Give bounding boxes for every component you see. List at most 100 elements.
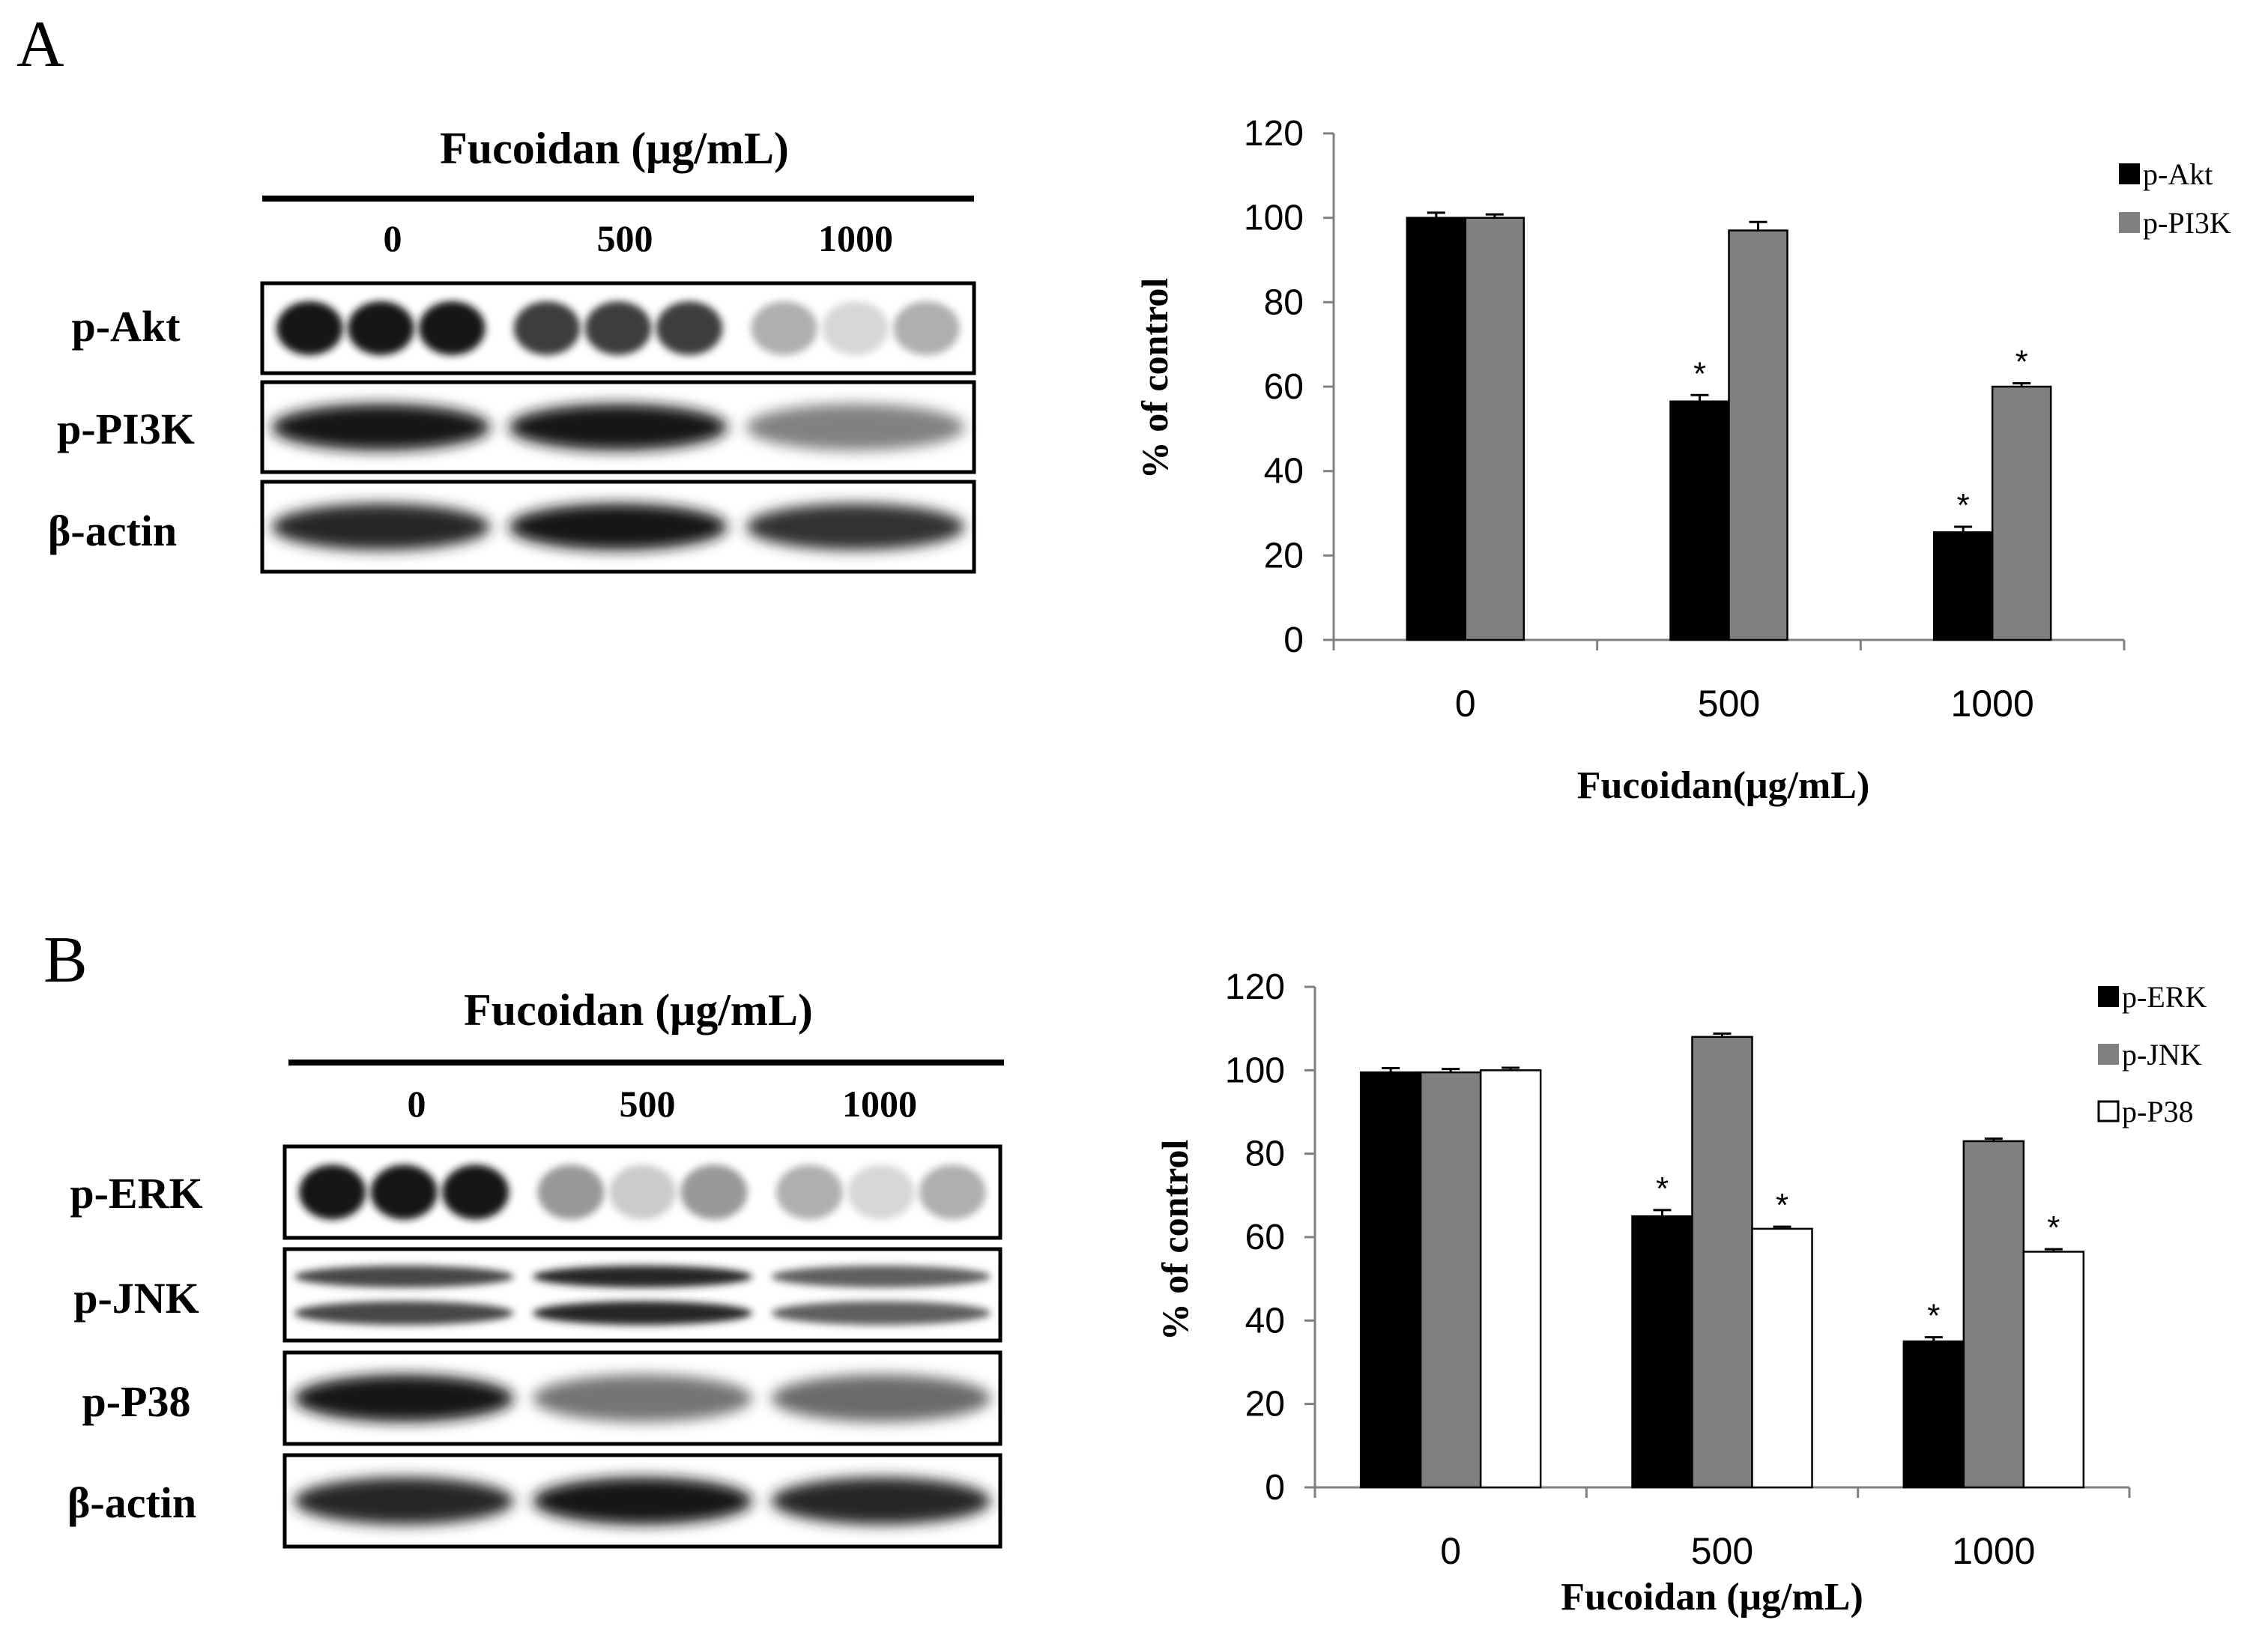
chart-b-xtick-label-1: 500	[1691, 1530, 1753, 1572]
chart-a-sig-1-2: *	[2016, 343, 2028, 380]
chart-b-bar-0-0	[1359, 1071, 1422, 1489]
chart-b-bar-1-1	[1691, 1036, 1753, 1489]
blot-b-band-2-2	[771, 1374, 991, 1422]
chart-b-sig-2-1: *	[1776, 1187, 1788, 1224]
blot-a-spot-0-0-0	[276, 301, 343, 355]
blot-a-spot-0-2-0	[751, 301, 817, 355]
chart-a-sig-0-2: *	[1957, 487, 1970, 524]
chart-b-ytick-label-0: 0	[1265, 1468, 1285, 1508]
chart-a-ytick-label-1: 20	[1264, 536, 1304, 575]
chart-b-sig-2-2: *	[2047, 1209, 2060, 1246]
blot-b-band-3-0	[294, 1477, 514, 1525]
blot-a-spot-0-0-1	[348, 301, 414, 355]
chart-b-ylabel: % of control	[1154, 1140, 1196, 1341]
blot-b-strip-border-2	[282, 1350, 1003, 1446]
blot-a-strip-border-0	[260, 281, 976, 375]
blot-b-band-2-1	[533, 1374, 752, 1422]
chart-a-xtick-label-1: 500	[1698, 683, 1760, 725]
blot-a-strip-border-2	[260, 480, 976, 574]
chart-a-bar-0-2	[1932, 531, 1994, 641]
blot-b-spot-0-0-2	[442, 1164, 509, 1220]
blot-b: Fucoidan (μg/mL) 0 500 1000 p-ERK p-JNK …	[67, 985, 1004, 1549]
blot-b-strip-border-3	[282, 1453, 1003, 1549]
blot-b-row-label-0: p-ERK	[70, 1169, 202, 1218]
blot-b-spot-0-1-0	[537, 1164, 605, 1220]
blot-b-lane-1: 500	[620, 1083, 676, 1125]
chart-a-bar-1-1	[1728, 229, 1788, 641]
blot-b-band-lower-1-1	[533, 1301, 752, 1326]
panel-a: A Fucoidan (μg/mL) 0 500 1000 p-Akt p-PI…	[16, 8, 2231, 807]
legend-b-label-0: p-ERK	[2122, 980, 2207, 1014]
blot-b-band-upper-1-0	[294, 1265, 514, 1288]
blot-b-spot-0-2-0	[775, 1164, 843, 1220]
chart-b-xtick-label-0: 0	[1440, 1530, 1461, 1572]
blot-a: Fucoidan (μg/mL) 0 500 1000 p-Akt p-PI3K…	[48, 124, 976, 574]
chart-a-plot: 0 20 40 60 80 100 120 0 500 1000 * * *	[1244, 114, 2126, 725]
chart-a-bar-0-1	[1669, 400, 1730, 641]
blot-a-band-1-0	[271, 403, 490, 451]
chart-b-xlabel: Fucoidan (μg/mL)	[1561, 1576, 1863, 1619]
chart-a-legend: p-Akt p-PI3K	[2119, 157, 2231, 240]
chart-a-bar-0-0	[1406, 217, 1467, 641]
blot-a-spot-0-0-2	[419, 301, 486, 355]
blot-b-lane-2: 1000	[842, 1083, 917, 1125]
blot-b-strip-border-0	[282, 1144, 1003, 1240]
blot-b-strip-border-1	[282, 1247, 1003, 1343]
blot-a-strip-border-1	[260, 380, 976, 474]
chart-a-bar-1-0	[1464, 217, 1525, 641]
blot-b-row-label-1: p-JNK	[73, 1274, 199, 1323]
blot-a-lane-2: 1000	[818, 217, 893, 259]
chart-a-sig-0-1: *	[1693, 355, 1706, 392]
chart-b-ytick-label-1: 20	[1245, 1385, 1285, 1424]
chart-b-legend: p-ERK p-JNK p-P38	[2097, 980, 2207, 1128]
chart-a-ytick-label-0: 0	[1283, 620, 1304, 660]
legend-a-label-1: p-PI3K	[2143, 206, 2231, 240]
legend-b-swatch-2	[2097, 1100, 2120, 1122]
blot-b-spot-0-2-1	[847, 1164, 915, 1220]
blot-b-spot-0-0-0	[299, 1164, 366, 1220]
blot-b-band-3-1	[533, 1477, 752, 1525]
blot-b-strip-1	[282, 1247, 1003, 1343]
blot-b-band-lower-1-0	[294, 1301, 514, 1326]
chart-a-xlabel: Fucoidan(μg/mL)	[1577, 764, 1870, 807]
chart-b-ytick-label-2: 40	[1245, 1301, 1285, 1341]
chart-a-ytick-label-2: 40	[1264, 452, 1304, 492]
chart-b: % of control Fucoidan (μg/mL) 0 20 40 60 80 1…	[1154, 967, 2207, 1619]
blot-b-strip-bg-1	[285, 1249, 1000, 1341]
legend-b-label-1: p-JNK	[2122, 1038, 2202, 1072]
blot-a-strips	[260, 281, 976, 574]
blot-b-spot-0-0-1	[370, 1164, 438, 1220]
chart-b-plot: 0 20 40 60 80 100 120 0 500 1000 * * * *	[1225, 967, 2131, 1572]
blot-b-lane-0: 0	[408, 1083, 426, 1125]
chart-a-xtick-label-2: 1000	[1951, 683, 2034, 725]
legend-b-label-2: p-P38	[2122, 1095, 2194, 1128]
legend-a-swatch-1	[2119, 212, 2140, 233]
chart-a-ytick-label-3: 60	[1264, 367, 1304, 407]
chart-a-ytick-label-6: 120	[1244, 114, 1304, 154]
legend-b-swatch-0	[2098, 986, 2119, 1007]
legend-a-label-0: p-Akt	[2143, 157, 2213, 191]
chart-a: % of control Fucoidan(μg/mL) 0 20 40 60 80 10…	[1134, 114, 2231, 807]
chart-b-ytick-label-6: 120	[1225, 967, 1285, 1007]
blot-a-strip-1	[260, 380, 976, 474]
chart-b-bar-2-2	[2022, 1251, 2085, 1489]
chart-b-bar-0-1	[1631, 1215, 1693, 1489]
chart-a-bar-1-2	[1991, 385, 2052, 641]
panel-b-letter: B	[43, 924, 88, 997]
blot-b-spot-0-1-1	[608, 1164, 677, 1220]
chart-b-ytick-label-4: 80	[1245, 1134, 1285, 1174]
blot-b-band-2-0	[294, 1374, 514, 1422]
blot-a-band-2-0	[271, 503, 490, 551]
blot-a-header: Fucoidan (μg/mL)	[440, 124, 789, 173]
blot-b-row-label-2: p-P38	[82, 1377, 191, 1426]
chart-b-bar-2-0	[1479, 1069, 1542, 1489]
chart-b-sig-0-2: *	[1927, 1298, 1940, 1335]
blot-a-band-1-2	[746, 403, 965, 451]
blot-b-strips	[282, 1144, 1003, 1549]
blot-b-band-upper-1-1	[533, 1265, 752, 1288]
chart-a-xtick-label-0: 0	[1455, 683, 1476, 725]
blot-a-row-label-0: p-Akt	[71, 302, 181, 351]
blot-a-spot-0-2-2	[893, 301, 960, 355]
blot-b-spot-0-1-2	[680, 1164, 748, 1220]
